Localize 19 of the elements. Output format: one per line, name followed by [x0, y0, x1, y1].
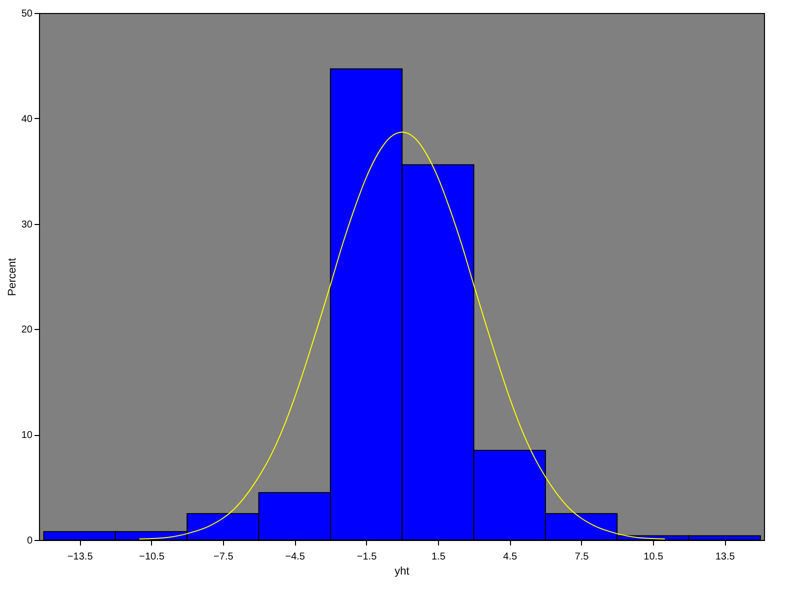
x-tick-label: −7.5	[214, 552, 234, 562]
y-tick-label: 50	[21, 8, 33, 20]
x-tick-label: 10.5	[644, 552, 664, 562]
x-tick-label: −1.5	[356, 552, 378, 562]
x-tick-label: 13.5	[715, 552, 736, 562]
x-tick-label: 1.5	[431, 552, 446, 562]
x-tick-label: 7.5	[574, 552, 590, 562]
x-axis-title: yht	[394, 566, 410, 578]
line-series	[138, 132, 666, 540]
y-tick-label: 0	[26, 536, 33, 546]
x-tick-label: 4.5	[503, 552, 518, 562]
x-tick-label: −4.5	[285, 552, 306, 562]
y-axis-title: Percent	[6, 258, 18, 296]
y-tick-label: 20	[21, 324, 33, 336]
x-tick-label: −10.5	[139, 552, 165, 562]
y-tick-label: 10	[21, 430, 33, 442]
x-tick-label: −13.5	[67, 552, 94, 562]
y-tick-label: 40	[21, 114, 33, 125]
y-tick-label: 30	[21, 219, 33, 230]
